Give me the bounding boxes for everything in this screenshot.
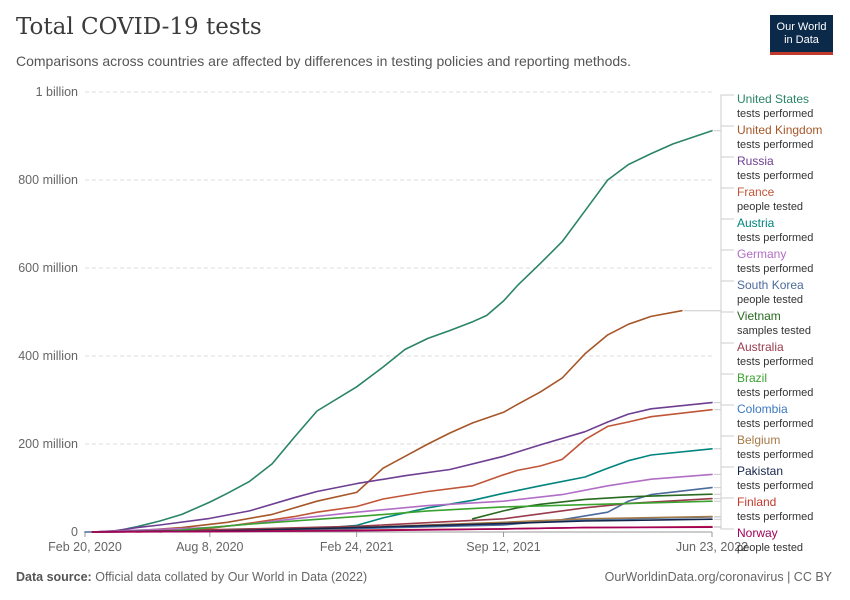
x-tick-label: Jun 23, 2022 [676, 540, 748, 554]
x-axis: Feb 20, 2020 Aug 8, 2020 Feb 24, 2021 Sep 1… [48, 532, 748, 554]
y-tick-label: 600 million [18, 261, 78, 275]
legend-name-france: France [737, 185, 775, 199]
legend-metric-united-kingdom: tests performed [737, 139, 813, 151]
gridlines [85, 91, 712, 533]
series-line-france [136, 408, 713, 533]
y-tick-label: 200 million [18, 437, 78, 451]
legend-connector [714, 526, 734, 530]
logo-line-1: Our World [776, 20, 827, 33]
legend-name-russia: Russia [737, 154, 774, 168]
owid-logo[interactable]: Our World in Data [770, 15, 833, 55]
y-tick-label: 400 million [18, 349, 78, 363]
legend-metric-brazil: tests performed [737, 387, 813, 399]
legend-metric-france: people tested [737, 201, 803, 213]
y-tick-label: 800 million [18, 173, 78, 187]
legend-connector [714, 249, 734, 475]
legend-connector [714, 156, 734, 404]
legend-connector [714, 466, 734, 520]
data-source: Data source: Official data collated by O… [16, 570, 367, 584]
legend-metric-vietnam: samples tested [737, 325, 811, 337]
legend-name-norway: Norway [737, 526, 778, 540]
series-line-norway [91, 526, 713, 533]
legend-connector [714, 342, 734, 500]
x-tick-label: Feb 20, 2020 [48, 540, 122, 554]
y-axis: 0 200 million 400 million 600 million 800 mi… [18, 85, 78, 539]
series-line-brazil [159, 500, 713, 533]
legend-connector [714, 435, 734, 518]
legend-name-pakistan: Pakistan [737, 464, 783, 478]
x-tick-label: Sep 12, 2021 [466, 540, 540, 554]
site-link[interactable]: OurWorldinData.org/coronavirus | CC BY [604, 570, 832, 584]
series-line-united-kingdom [91, 309, 683, 533]
chart-subtitle: Comparisons across countries are affecte… [16, 53, 632, 69]
legend-connector [714, 94, 734, 132]
legend-name-belgium: Belgium [737, 433, 780, 447]
legend-name-germany: Germany [737, 247, 786, 261]
logo-line-2: in Data [784, 33, 819, 46]
legend-metric-finland: tests performed [737, 511, 813, 523]
legend-metric-south-korea: people tested [737, 294, 803, 306]
legend-name-austria: Austria [737, 216, 775, 230]
series-lines [84, 129, 713, 533]
legend-metric-russia: tests performed [737, 170, 813, 182]
legend-metric-australia: tests performed [737, 356, 813, 368]
series-line-vietnam [471, 493, 713, 520]
legend-metric-colombia: tests performed [737, 418, 813, 430]
legend-name-vietnam: Vietnam [737, 309, 781, 323]
legend-name-united-kingdom: United Kingdom [737, 123, 822, 137]
legend-name-united-states: United States [737, 92, 809, 106]
legend-name-finland: Finland [737, 495, 776, 509]
legend-connector [683, 125, 734, 312]
series-line-united-states [91, 129, 713, 533]
legend-connector [714, 497, 734, 528]
legend-metric-united-states: tests performed [737, 108, 813, 120]
legend: United States tests performed United Kingd… [683, 92, 822, 554]
legend-metric-belgium: tests performed [737, 449, 813, 461]
legend-metric-pakistan: tests performed [737, 480, 813, 492]
legend-metric-austria: tests performed [737, 232, 813, 244]
y-tick-label: 1 billion [36, 85, 78, 99]
legend-name-brazil: Brazil [737, 371, 767, 385]
legend-metric-germany: tests performed [737, 263, 813, 275]
x-tick-label: Feb 24, 2021 [320, 540, 394, 554]
chart-title: Total COVID-19 tests [16, 14, 262, 40]
legend-name-australia: Australia [737, 340, 784, 354]
data-source-label: Data source: [16, 570, 92, 584]
data-source-text: Official data collated by Our World in D… [95, 570, 368, 584]
legend-connector [714, 218, 734, 450]
legend-connector [714, 187, 734, 411]
legend-name-colombia: Colombia [737, 402, 788, 416]
legend-metric-norway: people tested [737, 542, 803, 554]
y-tick-label: 0 [71, 525, 78, 539]
legend-name-south-korea: South Korea [737, 278, 804, 292]
legend-connector [714, 404, 734, 518]
x-tick-label: Aug 8, 2020 [176, 540, 243, 554]
legend-connector [714, 373, 734, 502]
series-line-russia [91, 401, 713, 533]
